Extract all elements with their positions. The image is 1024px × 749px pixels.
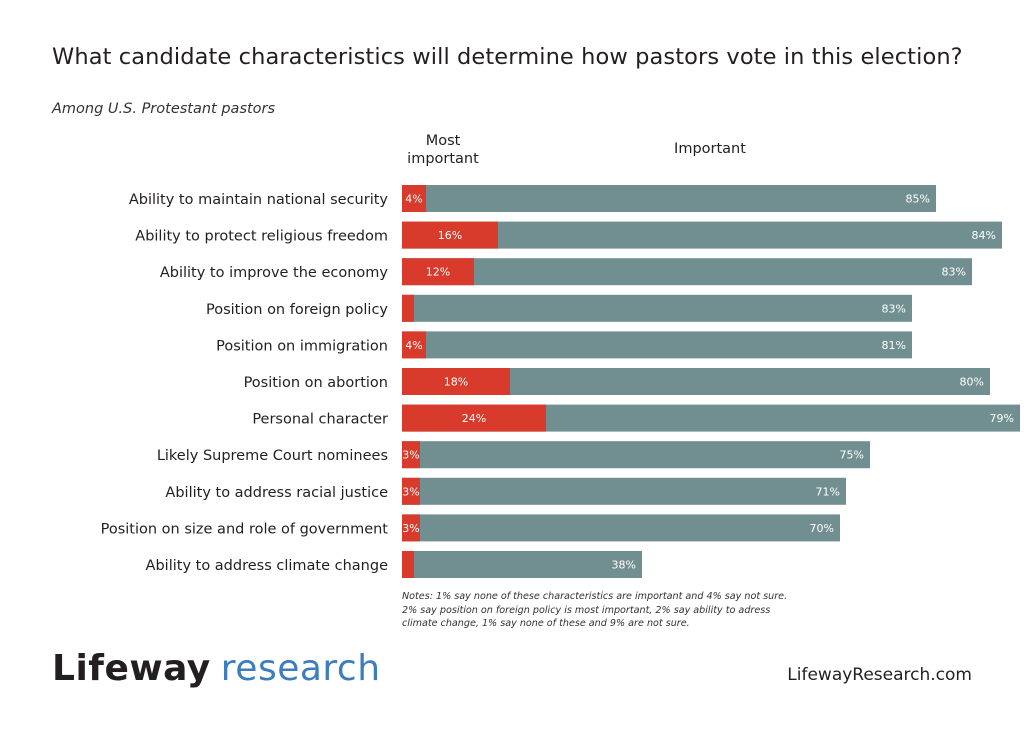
notes-line-1: Notes: 1% say none of these characterist… — [402, 591, 788, 602]
category-label: Likely Supreme Court nominees — [157, 448, 388, 464]
category-label: Ability to address climate change — [146, 558, 389, 574]
bar-most-important — [402, 477, 420, 505]
bar-important — [402, 441, 870, 469]
bar-important — [402, 477, 846, 505]
chart-notes: Notes: 1% say none of these characterist… — [402, 590, 822, 631]
chart-subtitle: Among U.S. Protestant pastors — [52, 101, 276, 117]
category-label: Position on abortion — [244, 375, 388, 391]
data-label-most-important: 3% — [402, 449, 419, 462]
column-header-important: Important — [674, 141, 746, 157]
data-label-important: 80% — [960, 376, 984, 389]
bar-most-important — [402, 441, 420, 469]
data-label-important: 83% — [882, 302, 906, 315]
data-label-important: 81% — [882, 339, 906, 352]
data-label-important: 70% — [810, 522, 834, 535]
bar-important — [402, 258, 972, 286]
bar-important — [402, 331, 912, 359]
data-label-most-important: 12% — [426, 266, 450, 279]
data-label-most-important: 4% — [405, 193, 422, 206]
logo-research-text: research — [220, 648, 381, 689]
notes-line-2: 2% say position on foreign policy is mos… — [402, 604, 771, 616]
category-label: Position on immigration — [216, 338, 388, 354]
bar-important — [402, 185, 936, 212]
bar-most-important — [402, 294, 414, 322]
bar-most-important — [402, 368, 510, 395]
data-label-important: 38% — [612, 559, 636, 572]
bar-most-important — [402, 514, 420, 542]
data-label-important: 84% — [972, 229, 996, 242]
category-label: Position on size and role of government — [101, 521, 389, 537]
bar-most-important — [402, 551, 414, 578]
bar-important — [402, 551, 642, 578]
data-label-most-important: 4% — [405, 339, 422, 352]
logo-lifeway-text: Lifeway — [52, 648, 211, 689]
category-label: Ability to maintain national security — [129, 192, 389, 208]
category-label: Position on foreign policy — [206, 302, 388, 318]
bar-most-important — [402, 185, 426, 212]
data-label-important: 79% — [990, 412, 1014, 425]
data-label-important: 71% — [816, 485, 840, 498]
category-label: Ability to protect religious freedom — [135, 229, 388, 245]
chart-title: What candidate characteristics will dete… — [52, 44, 963, 70]
data-label-important: 85% — [906, 193, 930, 206]
data-label-most-important: 18% — [444, 376, 468, 389]
column-header-most-important: Most important — [407, 133, 479, 167]
category-label: Ability to address racial justice — [165, 485, 388, 501]
bar-most-important — [402, 221, 498, 249]
category-label: Personal character — [252, 412, 388, 428]
data-label-most-important: 24% — [462, 412, 486, 425]
notes-line-3: climate change, 1% say none of these and… — [402, 618, 690, 629]
website-url[interactable]: LifewayResearch.com — [787, 665, 972, 685]
data-label-most-important: 3% — [402, 522, 419, 535]
data-label-most-important: 3% — [402, 485, 419, 498]
bar-important — [402, 514, 840, 542]
data-label-important: 75% — [840, 449, 864, 462]
bar-most-important — [402, 331, 426, 359]
category-label: Ability to improve the economy — [160, 265, 389, 281]
bar-most-important — [402, 404, 546, 432]
bar-important — [402, 221, 1002, 249]
bar-most-important — [402, 258, 474, 286]
bar-important — [402, 294, 912, 322]
lifeway-research-logo: Lifeway research — [52, 648, 381, 689]
data-label-most-important: 16% — [438, 229, 462, 242]
data-label-important: 83% — [942, 266, 966, 279]
